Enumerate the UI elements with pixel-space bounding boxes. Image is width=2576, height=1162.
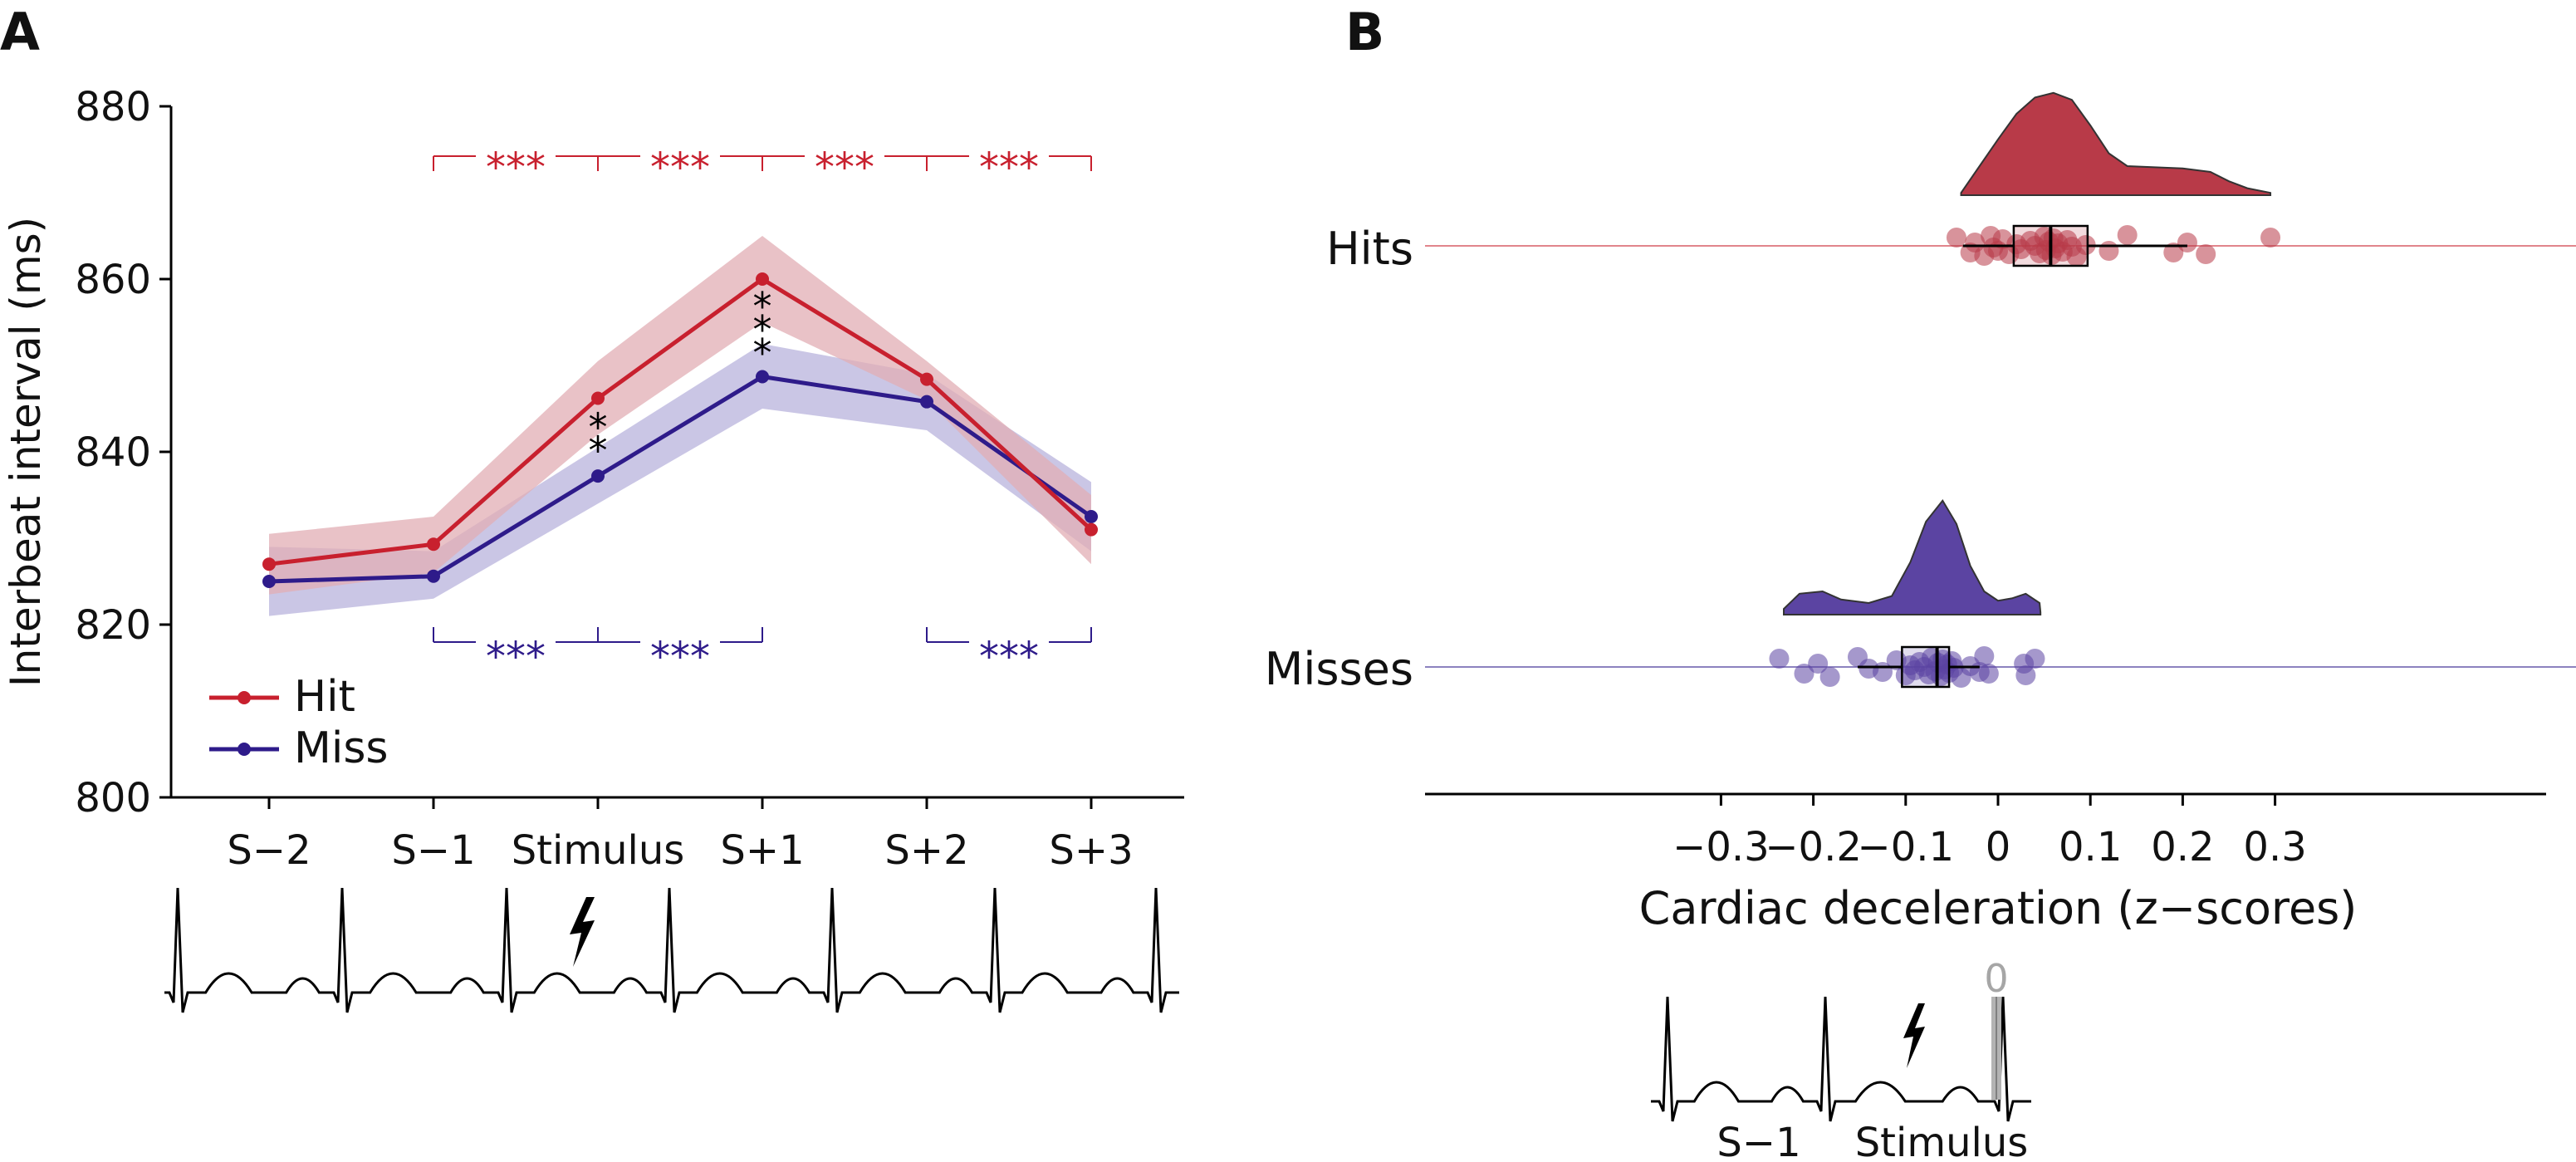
data-point-miss bbox=[262, 575, 276, 588]
data-point-miss bbox=[1085, 510, 1098, 523]
density-cloud-hits bbox=[1960, 91, 2272, 196]
data-point-hits bbox=[1946, 228, 1966, 248]
data-point-hit bbox=[1085, 522, 1098, 537]
data-point-misses bbox=[1819, 667, 1840, 687]
y-axis-label: Interbeat interval (ms) bbox=[2, 217, 50, 687]
panel-label-b: B bbox=[1345, 2, 1384, 62]
ecg-inset-trace bbox=[1651, 996, 2031, 1122]
density-clouds bbox=[1783, 91, 2272, 615]
sig-top-stars: *** bbox=[979, 145, 1039, 191]
data-point-hit bbox=[920, 372, 933, 386]
x-ticks: S−2 S−1 Stimulus S+1 S+2 S+3 bbox=[227, 797, 1134, 874]
box-iqr-misses bbox=[1901, 645, 1951, 689]
ecg-trace bbox=[164, 887, 1179, 1013]
y-tick-label: 860 bbox=[75, 257, 151, 303]
data-point-hits bbox=[2099, 241, 2119, 261]
data-point-hits bbox=[2177, 233, 2197, 253]
sig-top-stars: *** bbox=[815, 145, 874, 191]
data-point-hits bbox=[2075, 235, 2096, 255]
data-point-miss bbox=[756, 370, 769, 384]
sig-top-stars: *** bbox=[650, 145, 710, 191]
group-label-misses: Misses bbox=[1265, 643, 1413, 695]
group-label-hits: Hits bbox=[1326, 223, 1413, 275]
x-tick-label: −0.3 bbox=[1672, 824, 1770, 870]
x-tick-label: 0.3 bbox=[2243, 824, 2306, 870]
legend-hit-label: Hit bbox=[294, 672, 355, 722]
data-point-misses bbox=[1769, 649, 1790, 669]
lightning-bolt-icon bbox=[570, 897, 595, 967]
x-tick-label: S+2 bbox=[884, 827, 968, 874]
sig-bottom-stars: *** bbox=[979, 634, 1039, 680]
data-point-misses bbox=[1808, 654, 1829, 674]
x-tick-label: S−2 bbox=[227, 827, 311, 874]
data-point-misses bbox=[1978, 664, 1999, 684]
data-point-miss bbox=[920, 395, 933, 409]
series-line-hit bbox=[268, 276, 1093, 566]
legend-miss-marker bbox=[238, 743, 251, 756]
series-line-miss bbox=[268, 374, 1093, 584]
x-axis-label: Cardiac deceleration (z−scores) bbox=[1639, 882, 2358, 934]
data-point-misses bbox=[2015, 665, 2036, 685]
data-point-hit bbox=[591, 391, 605, 405]
data-points bbox=[1769, 225, 2281, 688]
x-tick-label: S−1 bbox=[391, 827, 475, 874]
density-cloud-misses bbox=[1783, 499, 2042, 615]
data-point-misses bbox=[2025, 649, 2045, 669]
sig-top-stars: *** bbox=[486, 145, 546, 191]
x-tick-label: 0 bbox=[1986, 824, 2011, 870]
x-tick-label: S+1 bbox=[720, 827, 804, 874]
data-point-misses bbox=[1974, 646, 1995, 666]
y-tick-label: 800 bbox=[75, 775, 151, 821]
sig-vertical-star: * bbox=[753, 331, 772, 375]
data-point-miss bbox=[427, 569, 440, 583]
data-point-hits bbox=[2117, 225, 2138, 245]
x-tick-label: −0.1 bbox=[1858, 824, 1955, 870]
data-point-hit bbox=[262, 557, 276, 571]
data-point-hit bbox=[756, 272, 769, 286]
data-point-hits bbox=[2196, 244, 2216, 264]
x-tick-label: Stimulus bbox=[512, 827, 685, 874]
data-point-hit bbox=[427, 537, 440, 552]
data-point-misses bbox=[1794, 664, 1814, 684]
ci-bands bbox=[269, 236, 1091, 616]
ecg-label-s-minus-1: S−1 bbox=[1717, 1120, 1800, 1162]
y-ticks: 800 820 840 860 880 bbox=[75, 84, 171, 821]
sig-vertical-star: * bbox=[753, 307, 772, 352]
data-point-hits bbox=[2163, 243, 2184, 262]
panel-label-a: A bbox=[0, 2, 40, 62]
y-tick-label: 820 bbox=[75, 602, 151, 649]
legend-miss-label: Miss bbox=[294, 723, 389, 773]
series-lines bbox=[262, 272, 1098, 588]
ci-band-miss bbox=[269, 344, 1091, 616]
x-tick-label: 0.2 bbox=[2151, 824, 2214, 870]
y-tick-label: 840 bbox=[75, 429, 151, 476]
boxplots bbox=[1857, 224, 2187, 689]
x-tick-label: −0.2 bbox=[1765, 824, 1862, 870]
sig-vertical-star: * bbox=[589, 404, 608, 449]
lightning-bolt-icon bbox=[1903, 1003, 1925, 1068]
legend-hit-marker bbox=[238, 691, 251, 704]
x-tick-label: S+3 bbox=[1049, 827, 1133, 874]
sig-bottom-stars: *** bbox=[486, 634, 546, 680]
sig-vertical-star: * bbox=[753, 284, 772, 329]
x-tick-label: 0.1 bbox=[2059, 824, 2122, 870]
sig-bottom-stars: *** bbox=[650, 634, 710, 680]
sig-vertical-star: * bbox=[589, 428, 608, 473]
significance-annotations: *** *** *** ****** *** ******** bbox=[433, 145, 1092, 680]
data-point-hits bbox=[2260, 228, 2281, 248]
ecg-label-stimulus: Stimulus bbox=[1855, 1120, 2029, 1162]
data-point-miss bbox=[591, 469, 605, 483]
y-tick-label: 880 bbox=[75, 84, 151, 130]
ci-band-hit bbox=[269, 236, 1091, 595]
legend: Hit Miss bbox=[209, 672, 389, 773]
panel-b-raincloud-plot: Hits Misses −0.3−0.2−0.1 0 0.1 0.2 0.3 Cardi… bbox=[1265, 91, 2576, 1162]
zero-marker-label: 0 bbox=[1984, 956, 2008, 1001]
x-ticks: −0.3−0.2−0.1 0 0.1 0.2 0.3 bbox=[1672, 794, 2307, 870]
